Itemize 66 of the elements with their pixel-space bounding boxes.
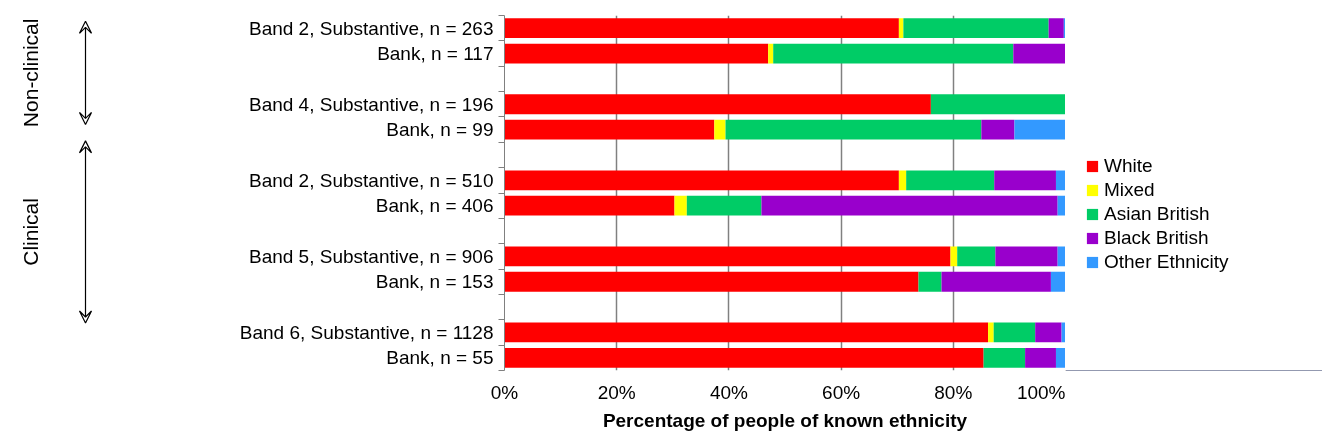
bar [504,18,899,39]
x-tick-label: 20% [597,381,636,403]
bar [504,43,769,64]
bar [1048,18,1064,39]
y-tick-label: Bank, n = 406 [375,195,494,217]
legend-label: Other Ethnicity [1104,251,1229,273]
bar [761,195,1058,216]
bar [504,246,951,267]
bar [993,322,1036,343]
bar [768,43,774,64]
x-tick-label: 100% [1016,381,1066,403]
x-axis-title: Percentage of people of known ethnicity [602,409,968,431]
bar [903,18,1049,39]
y-tick-label: Band 4, Substantive, n = 196 [248,93,494,115]
x-tick-label: 60% [822,381,861,403]
bar [1057,195,1065,216]
bar [1035,322,1062,343]
bar [898,18,904,39]
bar [504,94,931,115]
y-tick-label: Band 6, Substantive, n = 1128 [239,321,494,343]
text: Clinical [19,198,42,266]
x-tick-label: 0% [490,381,519,403]
y-tick-label: Bank, n = 153 [375,271,494,293]
bar [1050,271,1065,292]
bar [504,322,989,343]
legend-label: Asian British [1104,203,1210,225]
bar [930,94,1065,115]
y-tick-label: Band 2, Substantive, n = 263 [248,17,494,39]
bar [995,246,1058,267]
bar [674,195,687,216]
bar [504,170,899,191]
bar [504,347,984,368]
bar [714,119,726,140]
bar [504,271,919,292]
x-tick-label: 80% [934,381,973,403]
legend-label: Mixed [1104,179,1155,201]
x-tick-label: 40% [709,381,749,403]
bar [981,119,1015,140]
bar [941,271,1051,292]
bar [504,195,675,216]
bar [725,119,982,140]
bar [686,195,762,216]
y-tick-label: Bank, n = 99 [386,119,494,141]
y-tick-label: Bank, n = 117 [377,43,494,65]
bar [1025,347,1056,368]
y-tick-label: Bank, n = 55 [386,347,494,369]
bar [994,170,1056,191]
bar [773,43,1014,64]
text: Non-clinical [19,18,42,128]
bar [906,170,995,191]
bar [1014,119,1065,140]
bar [950,246,958,267]
legend-label: Black British [1104,227,1209,249]
legend-label: White [1104,155,1153,177]
bar [898,170,907,191]
bar [988,322,994,343]
y-tick-label: Band 5, Substantive, n = 906 [248,245,494,267]
bar [957,246,996,267]
bar [983,347,1026,368]
bar [1013,43,1065,64]
bar [918,271,942,292]
y-tick-label: Band 2, Substantive, n = 510 [248,169,494,191]
bar [1055,170,1065,191]
bar [1057,246,1065,267]
bar [1055,347,1065,368]
bar [504,119,715,140]
